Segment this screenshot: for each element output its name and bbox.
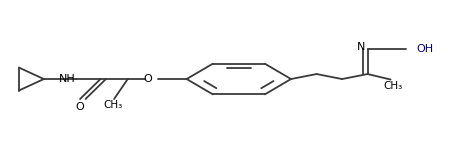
Text: O: O: [143, 74, 152, 84]
Text: N: N: [357, 42, 365, 52]
Text: CH₃: CH₃: [383, 81, 403, 91]
Text: O: O: [76, 102, 85, 113]
Text: CH₃: CH₃: [104, 100, 123, 110]
Text: OH: OH: [416, 44, 433, 54]
Text: NH: NH: [59, 74, 76, 84]
